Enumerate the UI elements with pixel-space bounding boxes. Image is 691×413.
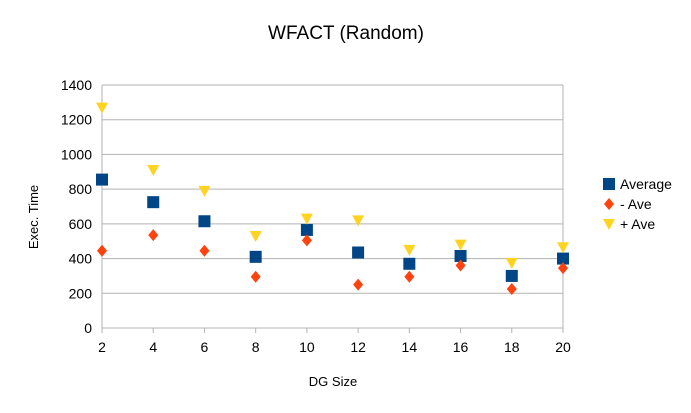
y-tick-label: 600: [69, 216, 93, 232]
x-tick-label: 20: [555, 339, 571, 355]
tick-labels: 0 200 400 600 800 1000 1200 1400 2 4 6 8 10 12 14 16 18 2…: [61, 77, 571, 355]
data-point: [96, 173, 108, 186]
data-point: [352, 246, 365, 259]
data-point: [300, 223, 313, 236]
data-point: [96, 102, 108, 114]
data-point: [147, 165, 160, 177]
legend-marker: [603, 178, 615, 190]
y-tick-label: 800: [69, 181, 93, 197]
y-axis-title: Exec. Time: [26, 185, 41, 249]
y-tick-label: 0: [84, 320, 92, 336]
x-tick-label: 10: [299, 339, 315, 355]
y-tick-label: 1200: [61, 112, 92, 128]
data-point: [557, 242, 569, 254]
x-tick-label: 16: [453, 339, 469, 355]
data-point: [198, 185, 211, 197]
data-point: [455, 259, 466, 272]
legend-label: - Ave: [620, 196, 652, 212]
legend-marker: [603, 219, 615, 230]
data-point: [97, 244, 107, 257]
y-tick-label: 400: [69, 251, 93, 267]
data-point: [404, 270, 415, 283]
legend-label: Average: [620, 176, 672, 192]
data-point: [301, 234, 312, 247]
x-tick-label: 4: [149, 339, 157, 355]
x-tick-label: 6: [201, 339, 209, 355]
data-point: [199, 244, 210, 257]
x-tick-label: 8: [252, 339, 260, 355]
data-point: [506, 282, 517, 295]
y-tick-label: 1000: [61, 146, 92, 162]
data-point: [250, 270, 261, 283]
legend-label: + Ave: [620, 216, 655, 232]
gridlines: [102, 84, 563, 329]
data-point: [558, 262, 568, 275]
data-point: [454, 249, 467, 262]
data-point: [352, 215, 365, 227]
legend-marker: [604, 198, 614, 210]
data-point: [505, 257, 518, 269]
data-point: [454, 239, 467, 251]
x-axis-title: DG Size: [309, 374, 357, 389]
legend: Average - Ave + Ave: [603, 176, 672, 232]
x-tick-label: 12: [350, 339, 366, 355]
x-tick-label: 14: [402, 339, 418, 355]
data-point: [249, 231, 262, 243]
x-tick-label: 18: [504, 339, 520, 355]
data-point: [505, 269, 518, 282]
y-tick-label: 1400: [61, 77, 92, 93]
data-point: [557, 252, 569, 265]
data-point: [198, 215, 211, 228]
data-point: [249, 250, 262, 263]
data-point: [403, 244, 416, 256]
x-tick-label: 2: [98, 339, 106, 355]
data-point: [353, 278, 364, 291]
data-points: [96, 102, 569, 295]
data-point: [403, 257, 416, 270]
y-tick-label: 200: [69, 285, 93, 301]
data-point: [300, 213, 313, 225]
data-point: [148, 229, 159, 242]
axes: [101, 85, 564, 333]
data-point: [147, 196, 160, 209]
chart-title: WFACT (Random): [268, 23, 424, 44]
